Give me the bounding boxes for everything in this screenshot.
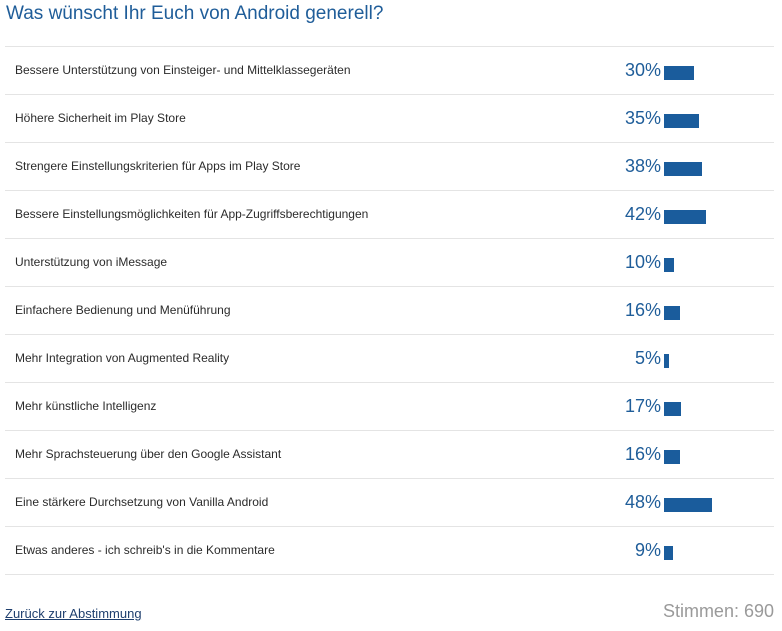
result-bar: [664, 162, 702, 176]
result-bar: [664, 546, 673, 560]
poll-row: Höhere Sicherheit im Play Store 35%: [5, 95, 774, 143]
option-label: Einfachere Bedienung und Menüführung: [15, 303, 231, 317]
option-label: Etwas anderes - ich schreib's in die Kom…: [15, 543, 275, 557]
poll-row: Einfachere Bedienung und Menüführung 16%: [5, 287, 774, 335]
percentage-label: 16%: [624, 444, 661, 464]
percentage-label: 16%: [624, 300, 661, 320]
poll-row: Strengere Einstellungskriterien für Apps…: [5, 143, 774, 191]
option-label: Mehr Sprachsteuerung über den Google Ass…: [15, 447, 282, 461]
poll-row: Mehr Integration von Augmented Reality 5%: [5, 335, 774, 383]
result-bar: [664, 114, 699, 128]
percentage-label: 38%: [624, 156, 661, 176]
result-bar: [664, 450, 680, 464]
result-bar: [664, 66, 694, 80]
result-bar: [664, 306, 680, 320]
poll-row: Bessere Einstellungsmöglichkeiten für Ap…: [5, 191, 774, 239]
percentage-label: 17%: [624, 396, 661, 416]
result-bar: [664, 402, 681, 416]
option-label: Bessere Einstellungsmöglichkeiten für Ap…: [15, 207, 369, 221]
percentage-label: 48%: [624, 492, 661, 512]
poll-row: Unterstützung von iMessage 10%: [5, 239, 774, 287]
poll-results: Bessere Unterstützung von Einsteiger- un…: [5, 46, 774, 575]
percentage-label: 9%: [634, 540, 661, 560]
poll-title: Was wünscht Ihr Euch von Android generel…: [6, 3, 384, 24]
percentage-label: 35%: [624, 108, 661, 128]
option-label: Strengere Einstellungskriterien für Apps…: [15, 159, 301, 173]
option-label: Unterstützung von iMessage: [15, 255, 168, 269]
percentage-label: 5%: [634, 348, 661, 368]
percentage-label: 30%: [624, 60, 661, 80]
vote-count: Stimmen: 690: [662, 601, 774, 621]
option-label: Mehr Integration von Augmented Reality: [15, 351, 230, 365]
result-bar: [664, 258, 674, 272]
poll-row: Etwas anderes - ich schreib's in die Kom…: [5, 527, 774, 575]
result-bar: [664, 210, 706, 224]
option-label: Bessere Unterstützung von Einsteiger- un…: [15, 63, 351, 77]
poll-row: Eine stärkere Durchsetzung von Vanilla A…: [5, 479, 774, 527]
option-label: Mehr künstliche Intelligenz: [15, 399, 157, 413]
percentage-label: 10%: [624, 252, 661, 272]
poll-row: Mehr Sprachsteuerung über den Google Ass…: [5, 431, 774, 479]
back-to-poll-link[interactable]: Zurück zur Abstimmung: [5, 606, 142, 621]
poll-row: Mehr künstliche Intelligenz 17%: [5, 383, 774, 431]
poll-row: Bessere Unterstützung von Einsteiger- un…: [5, 47, 774, 95]
option-label: Eine stärkere Durchsetzung von Vanilla A…: [15, 495, 269, 509]
option-label: Höhere Sicherheit im Play Store: [15, 111, 186, 125]
percentage-label: 42%: [624, 204, 661, 224]
result-bar: [664, 354, 669, 368]
result-bar: [664, 498, 712, 512]
